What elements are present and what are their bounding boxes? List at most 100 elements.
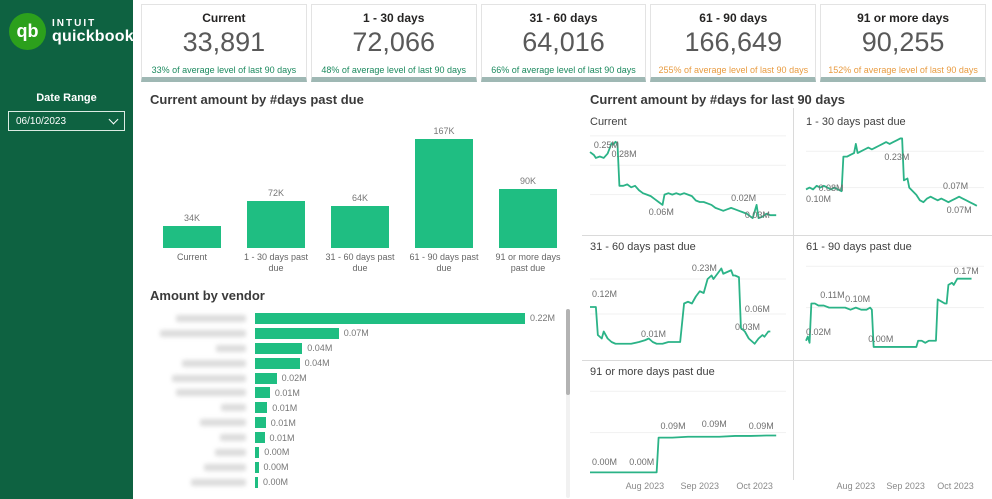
vendor-name-redacted: [150, 448, 255, 456]
date-range-dropdown[interactable]: 06/10/2023: [8, 111, 125, 131]
x-axis-tick: Oct 2023: [937, 481, 974, 491]
vendor-name-redacted: [150, 374, 255, 382]
line-panel-1[interactable]: Current 0.25M 0.28M 0.06M 0.02M 0.03M: [590, 116, 786, 224]
vendor-name-redacted: [150, 478, 255, 486]
kpi-card-1-30-days[interactable]: 1 - 30 days 72,066 48% of average level …: [310, 4, 477, 82]
data-point-label: 0.08M: [818, 182, 844, 193]
quickbooks-logo: qb INTUIT quickbooks: [0, 0, 143, 50]
bar-category-label: 31 - 60 days past due: [325, 252, 395, 274]
vendor-row[interactable]: 0.00M: [150, 460, 562, 475]
vendor-row[interactable]: 0.02M: [150, 371, 562, 386]
vendor-bar[interactable]: [255, 446, 260, 458]
vendor-row[interactable]: 0.00M: [150, 475, 562, 490]
vendor-row[interactable]: 0.07M: [150, 326, 562, 341]
scrollbar-thumb[interactable]: [566, 309, 570, 395]
vendor-bar[interactable]: [255, 476, 258, 488]
redacted-text-smudge: [221, 404, 246, 412]
data-point-label: 0.25M: [593, 139, 619, 150]
data-point-label: 0.06M: [648, 207, 674, 218]
vendor-bar[interactable]: [255, 402, 268, 414]
redacted-text-smudge: [176, 314, 246, 322]
vendor-row[interactable]: 0.01M: [150, 415, 562, 430]
bar-group: 72K: [234, 188, 318, 248]
vendor-value-label: 0.22M: [530, 313, 556, 324]
bar[interactable]: [247, 200, 305, 248]
kpi-label: 31 - 60 days: [529, 11, 598, 25]
bar-value-label: 90K: [519, 176, 536, 186]
kpi-card-current[interactable]: Current 33,891 33% of average level of l…: [141, 4, 307, 82]
line-panel-5[interactable]: 91 or more days past due 0.00M 0.00M 0.09M 0…: [590, 366, 786, 474]
kpi-card-31-60-days[interactable]: 31 - 60 days 64,016 66% of average level…: [480, 4, 647, 82]
redacted-text-smudge: [176, 389, 246, 397]
data-point-label: 0.00M: [591, 457, 617, 468]
vendor-bar[interactable]: [255, 417, 266, 429]
x-axis-tick: Sep 2023: [886, 481, 925, 491]
kpi-label: 1 - 30 days: [363, 11, 425, 25]
panel-divider-vertical: [793, 108, 794, 480]
kpi-card-61-90-days[interactable]: 61 - 90 days 166,649 255% of average lev…: [650, 4, 817, 82]
line-panel-2[interactable]: 1 - 30 days past due 0.10M 0.08M 0.23M 0.07M…: [806, 116, 984, 224]
vendor-value-label: 0.02M: [281, 373, 307, 383]
days-past-due-bar-chart: 34K 72K 64K 167K 90K: [150, 114, 570, 248]
vendor-bar[interactable]: [255, 342, 303, 354]
vendor-row[interactable]: 0.04M: [150, 356, 562, 371]
brand-quickbooks: quickbooks: [52, 27, 143, 45]
data-point-label: 0.17M: [953, 265, 979, 276]
panel-title: 1 - 30 days past due: [806, 116, 906, 128]
vendor-row[interactable]: 0.01M: [150, 400, 562, 415]
redacted-text-smudge: [215, 448, 246, 456]
vendor-chart-scrollbar[interactable]: [566, 309, 570, 498]
bar[interactable]: [415, 138, 473, 248]
panel-title: 31 - 60 days past due: [590, 241, 696, 253]
redacted-text-smudge: [220, 434, 246, 442]
brand-text: INTUIT quickbooks: [52, 18, 143, 46]
redacted-text-smudge: [182, 359, 246, 367]
data-point-label: 0.28M: [611, 149, 637, 160]
vendor-row[interactable]: 0.00M: [150, 445, 562, 460]
panel-title: 61 - 90 days past due: [806, 241, 912, 253]
kpi-note: 33% of average level of last 90 days: [151, 65, 297, 75]
line-panel-3[interactable]: 31 - 60 days past due 0.12M 0.01M 0.23M 0.06…: [590, 241, 786, 349]
line-panel-4[interactable]: 61 - 90 days past due 0.02M 0.11M 0.10M 0.00…: [806, 241, 984, 349]
vendor-bar[interactable]: [255, 357, 300, 369]
vendor-bar[interactable]: [255, 387, 270, 399]
vendor-row[interactable]: 0.22M: [150, 311, 562, 326]
brand-intuit: INTUIT: [52, 17, 97, 29]
qb-logo-icon: qb: [9, 13, 46, 50]
vendor-bar[interactable]: [255, 372, 277, 384]
vendor-bar[interactable]: [255, 312, 525, 324]
data-point-label: 0.09M: [701, 419, 727, 430]
data-point-label: 0.10M: [845, 294, 871, 305]
data-point-label: 0.03M: [735, 322, 761, 333]
vendor-bar[interactable]: [255, 432, 265, 444]
vendor-bar[interactable]: [255, 461, 259, 473]
bar[interactable]: [499, 189, 557, 248]
kpi-label: 61 - 90 days: [699, 11, 768, 25]
vendor-row[interactable]: 0.01M: [150, 385, 562, 400]
vendor-value-label: 0.04M: [304, 358, 330, 369]
vendor-chart-title: Amount by vendor: [150, 288, 265, 303]
bar-chart-category-axis: Current 1 - 30 days past due 31 - 60 days …: [150, 252, 570, 275]
data-point-label: 0.11M: [820, 290, 845, 301]
vendor-name-redacted: [150, 389, 255, 397]
kpi-note: 152% of average level of last 90 days: [828, 65, 978, 75]
vendor-value-label: 0.01M: [270, 417, 296, 428]
vendor-row[interactable]: 0.04M: [150, 341, 562, 356]
bar[interactable]: [331, 206, 389, 248]
data-point-label: 0.02M: [806, 326, 832, 337]
kpi-value: 90,255: [861, 27, 945, 57]
redacted-text-smudge: [172, 374, 246, 382]
data-point-label: 0.02M: [731, 192, 757, 203]
panel-plot: 0.02M 0.11M 0.10M 0.00M 0.17M: [806, 258, 984, 349]
bar-group: 34K: [150, 213, 234, 248]
kpi-value: 33,891: [182, 27, 266, 57]
bar-category-label: 1 - 30 days past due: [243, 252, 309, 274]
kpi-card-91-or-more-days[interactable]: 91 or more days 90,255 152% of average l…: [820, 4, 986, 82]
panel-title: 91 or more days past due: [590, 366, 715, 378]
bar[interactable]: [163, 225, 221, 248]
vendor-value-label: 0.01M: [269, 432, 295, 443]
vendor-bar[interactable]: [255, 327, 339, 339]
bar-value-label: 34K: [183, 212, 200, 223]
vendor-row[interactable]: 0.01M: [150, 430, 562, 445]
